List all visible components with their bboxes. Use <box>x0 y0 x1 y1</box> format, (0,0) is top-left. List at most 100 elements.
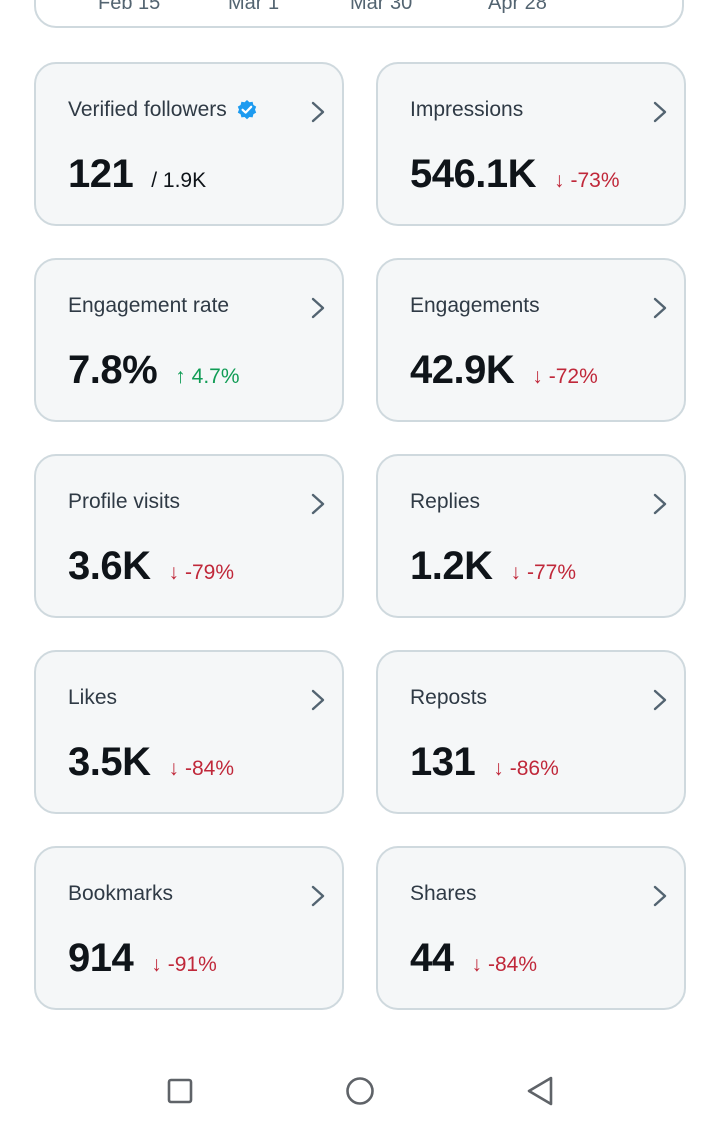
metric-title: Reposts <box>410 686 488 709</box>
metric-title: Impressions <box>410 98 524 121</box>
metric-title: Replies <box>410 490 481 513</box>
metric-delta: ↓ -79% <box>169 561 235 585</box>
chevron-right-icon <box>311 689 325 711</box>
metric-title-row: Verified followers <box>68 98 258 122</box>
metric-card-verified-followers[interactable]: Verified followers 121 / 1.9K <box>34 62 344 226</box>
metric-delta-value: -79% <box>185 561 235 584</box>
metric-delta-value: -84% <box>185 757 235 780</box>
metric-title: Engagement rate <box>68 294 230 317</box>
metric-value-row: 914 ↓ -91% <box>68 936 217 981</box>
metric-title: Profile visits <box>68 490 181 513</box>
chevron-right-icon <box>311 101 325 123</box>
metric-delta-value: -73% <box>570 169 620 192</box>
metric-delta: ↓ -77% <box>511 561 577 585</box>
metric-value: 914 <box>68 936 134 980</box>
metric-value: 3.5K <box>68 740 151 784</box>
metric-card-engagements[interactable]: Engagements 42.9K ↓ -72% <box>376 258 686 422</box>
chevron-right-icon <box>311 297 325 319</box>
chevron-right-icon <box>653 689 667 711</box>
metric-value-row: 546.1K ↓ -73% <box>410 152 620 197</box>
metric-value-row: 3.6K ↓ -79% <box>68 544 234 589</box>
metric-value-row: 131 ↓ -86% <box>410 740 559 785</box>
x-axis-label: Feb 15 <box>98 0 161 14</box>
metric-delta-value: 4.7% <box>191 365 240 388</box>
metric-delta-value: -77% <box>527 561 577 584</box>
arrow-down-icon: ↓ <box>510 561 522 584</box>
x-axis-label: Apr 28 <box>488 0 547 14</box>
x-axis-label: Mar 30 <box>350 0 413 14</box>
back-button[interactable] <box>523 1074 557 1108</box>
metric-value-row: 7.8% ↑ 4.7% <box>68 348 240 393</box>
metric-value: 3.6K <box>68 544 151 588</box>
metric-value: 121 <box>68 152 134 196</box>
metric-card-engagement-rate[interactable]: Engagement rate 7.8% ↑ 4.7% <box>34 258 344 422</box>
chevron-right-icon <box>653 297 667 319</box>
android-nav-bar <box>0 1060 720 1120</box>
metric-delta: ↓ -73% <box>554 169 620 193</box>
metric-value: 131 <box>410 740 476 784</box>
metric-value: 42.9K <box>410 348 515 392</box>
metric-value: 546.1K <box>410 152 536 196</box>
circle-icon <box>346 1077 374 1105</box>
metric-card-bookmarks[interactable]: Bookmarks 914 ↓ -91% <box>34 846 344 1010</box>
metric-card-profile-visits[interactable]: Profile visits 3.6K ↓ -79% <box>34 454 344 618</box>
metric-value-row: 121 / 1.9K <box>68 152 206 197</box>
metric-value-row: 42.9K ↓ -72% <box>410 348 598 393</box>
metric-delta-value: -84% <box>488 953 538 976</box>
metric-delta: ↓ -91% <box>151 953 217 977</box>
metric-card-shares[interactable]: Shares 44 ↓ -84% <box>376 846 686 1010</box>
recents-button[interactable] <box>163 1074 197 1108</box>
metric-title: Bookmarks <box>68 882 174 905</box>
arrow-down-icon: ↓ <box>553 169 565 192</box>
metric-delta: ↓ -84% <box>472 953 538 977</box>
metric-card-replies[interactable]: Replies 1.2K ↓ -77% <box>376 454 686 618</box>
arrow-down-icon: ↓ <box>493 757 504 780</box>
metric-value: 7.8% <box>68 348 158 392</box>
arrow-down-icon: ↓ <box>532 365 543 388</box>
triangle-back-icon <box>527 1076 553 1106</box>
verified-badge-icon <box>237 100 256 120</box>
metric-title: Shares <box>410 882 477 905</box>
metric-delta: ↓ -86% <box>493 757 559 781</box>
arrow-down-icon: ↓ <box>151 953 162 976</box>
chevron-right-icon <box>311 493 325 515</box>
chevron-right-icon <box>653 101 667 123</box>
metric-delta: ↑ 4.7% <box>175 365 239 389</box>
metric-delta: ↓ -84% <box>169 757 235 781</box>
arrow-down-icon: ↓ <box>471 953 483 976</box>
arrow-down-icon: ↓ <box>168 561 180 584</box>
chart-x-axis: Feb 15 Mar 1 Mar 30 Apr 28 <box>36 0 682 14</box>
metric-title: Verified followers <box>68 98 227 121</box>
metric-title-row: Bookmarks <box>68 882 173 906</box>
chevron-right-icon <box>653 493 667 515</box>
metric-title-row: Engagements <box>410 294 540 318</box>
metric-delta: ↓ -72% <box>532 365 598 389</box>
metric-delta-value: -86% <box>509 757 559 780</box>
chart-card: Feb 15 Mar 1 Mar 30 Apr 28 <box>34 0 684 28</box>
metric-title: Likes <box>68 686 118 709</box>
metric-value-row: 44 ↓ -84% <box>410 936 537 981</box>
arrow-down-icon: ↓ <box>168 757 180 780</box>
metric-title: Engagements <box>410 294 540 317</box>
arrow-up-icon: ↑ <box>175 365 186 388</box>
metric-title-row: Profile visits <box>68 490 180 514</box>
metric-title-row: Reposts <box>410 686 487 710</box>
chevron-right-icon <box>653 885 667 907</box>
metric-value: 1.2K <box>410 544 493 588</box>
metric-title-row: Shares <box>410 882 477 906</box>
metric-card-reposts[interactable]: Reposts 131 ↓ -86% <box>376 650 686 814</box>
x-axis-label: Mar 1 <box>228 0 280 14</box>
metric-value: 44 <box>410 936 454 980</box>
home-button[interactable] <box>343 1074 377 1108</box>
metric-value-row: 3.5K ↓ -84% <box>68 740 234 785</box>
metrics-grid: Verified followers 121 / 1.9K Impression… <box>34 62 686 1010</box>
metric-card-likes[interactable]: Likes 3.5K ↓ -84% <box>34 650 344 814</box>
metric-title-row: Impressions <box>410 98 523 122</box>
metric-title-row: Likes <box>68 686 117 710</box>
metric-title-row: Replies <box>410 490 480 514</box>
metric-card-impressions[interactable]: Impressions 546.1K ↓ -73% <box>376 62 686 226</box>
chevron-right-icon <box>311 885 325 907</box>
metric-delta-value: -91% <box>167 953 217 976</box>
metric-title-row: Engagement rate <box>68 294 229 318</box>
